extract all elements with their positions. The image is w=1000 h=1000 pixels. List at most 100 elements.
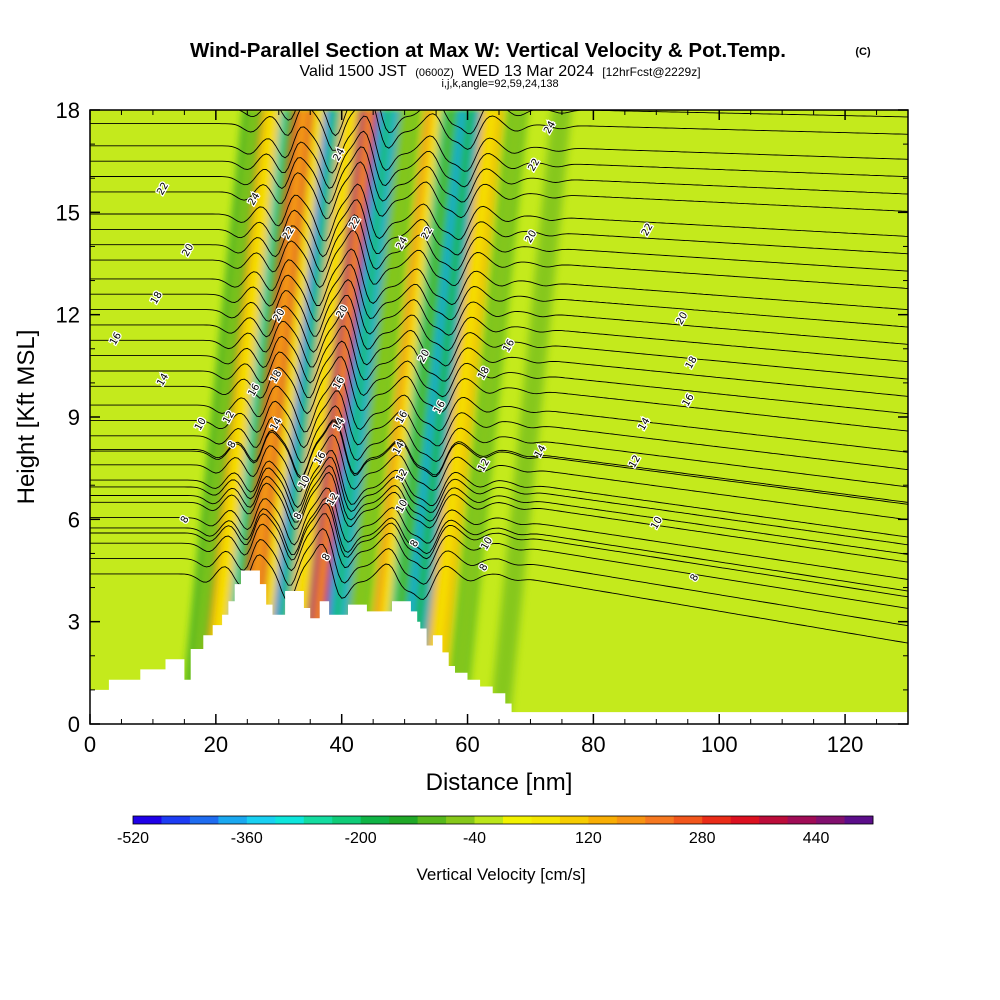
x-tick-label: 100 [701,732,738,757]
colorbar-tick-label: -200 [345,830,377,847]
theta-contour-line [90,421,908,505]
y-tick-label: 15 [56,200,80,225]
velocity-band [370,110,440,724]
theta-contour-line [237,110,908,137]
colorbar-swatch [218,816,248,824]
colorbar-swatch [246,816,276,824]
colorbar-swatch [360,816,390,824]
subtitle-forecast: [12hrFcst@2229z] [602,65,700,79]
x-tick-label: 40 [329,732,353,757]
x-tick-label: 80 [581,732,605,757]
theta-contour-line [90,405,908,488]
colorbar-swatch [474,816,504,824]
x-axis-label: Distance [nm] [426,769,573,796]
theta-contour-line [90,146,908,205]
velocity-band [322,110,392,724]
velocity-band [489,110,572,724]
colorbar-swatch [844,816,874,824]
subtitle-valid-time: Valid 1500 JST [299,63,407,80]
theta-contour-line [90,199,908,258]
x-tick-label: 120 [827,732,864,757]
theta-contour-line [90,374,908,453]
colorbar-swatch [275,816,305,824]
colorbar-swatch [133,816,162,824]
chart-title: Wind-Parallel Section at Max W: Vertical… [190,39,786,62]
theta-contour-line [90,325,908,397]
colorbar-swatch [730,816,760,824]
colorbar-swatch [503,816,532,824]
colorbar-label: Vertical Velocity [cm/s] [416,865,585,884]
theta-contour-line [90,497,908,592]
subtitle-date: WED 13 Mar 2024 [462,63,594,80]
colorbar-tick-label: -40 [463,830,486,847]
theta-contour-line [90,183,908,242]
theta-contour-line [90,115,908,174]
velocity-band [269,110,339,724]
theta-contour-line [90,543,908,644]
theta-contour-line [90,528,908,627]
theta-contour-line [90,487,908,580]
theta-contours [90,110,908,644]
chart-subtitle-indices: i,j,k,angle=92,59,24,138 [441,78,558,90]
colorbar-swatch [645,816,675,824]
vertical-velocity-field [180,110,572,724]
colorbar-swatch [588,816,618,824]
y-tick-label: 6 [68,507,80,532]
colorbar-tick-label: 120 [575,830,602,847]
velocity-band [451,110,521,724]
velocity-band [344,110,415,724]
y-axis: 0 3 6 9 12 15 18 [56,98,908,737]
velocity-band [206,110,276,724]
theta-contour-line [90,110,908,151]
theta-contour-line [90,161,908,220]
velocity-band [404,110,474,724]
colorbar-frame [132,815,874,825]
colorbar-swatch [702,816,732,824]
theta-contour-line [90,294,908,363]
chart-title-mark: (C) [855,46,871,58]
theta-contour-line [90,264,908,328]
theta-contour-line [90,450,908,538]
theta-contour-line [90,309,908,380]
colorbar-tick-label: 280 [689,830,716,847]
theta-contour-line [90,356,908,432]
x-tick-label: 60 [455,732,479,757]
theta-contour-line [90,419,908,503]
colorbar-swatch [303,816,333,824]
theta-contour-line [90,513,908,609]
theta-contour-line [90,456,908,546]
theta-contour-line [90,502,908,598]
colorbar-swatch [673,816,703,824]
colorbar-swatch [616,816,646,824]
x-tick-label: 20 [204,732,228,757]
theta-contour-line [90,130,908,189]
subtitle-utc: (0600Z) [415,67,454,79]
colorbar-swatch [417,816,447,824]
theta-contour-line [90,279,908,345]
colorbar-tick-label: -520 [117,830,149,847]
chart-subtitle: Valid 1500 JST (0600Z) WED 13 Mar 2024 [… [299,63,700,80]
colorbar-swatch [389,816,419,824]
y-tick-label: 12 [56,303,80,328]
colorbar-swatch [446,816,475,824]
y-axis-label: Height [Kft MSL] [13,330,40,505]
theta-contour-line [90,471,908,563]
theta-contour-line [90,464,908,555]
velocity-band [303,110,374,724]
colorbar-swatch [787,816,817,824]
colorbar-ticks: -520 -360 -200 -40 120 280 440 [117,830,830,847]
theta-contour-line [90,390,908,471]
colorbar-tick-label: -360 [231,830,263,847]
colorbar-swatch [759,816,789,824]
theta-contour-line [90,229,908,289]
y-tick-label: 0 [68,712,80,737]
theta-contour-line [90,340,908,415]
theta-contour-line [90,248,908,311]
colorbar-swatch [559,816,589,824]
colorbar-tick-label: 440 [803,830,830,847]
colorbar-swatch [332,816,362,824]
velocity-band [426,110,496,724]
theta-contour-line [90,434,908,521]
